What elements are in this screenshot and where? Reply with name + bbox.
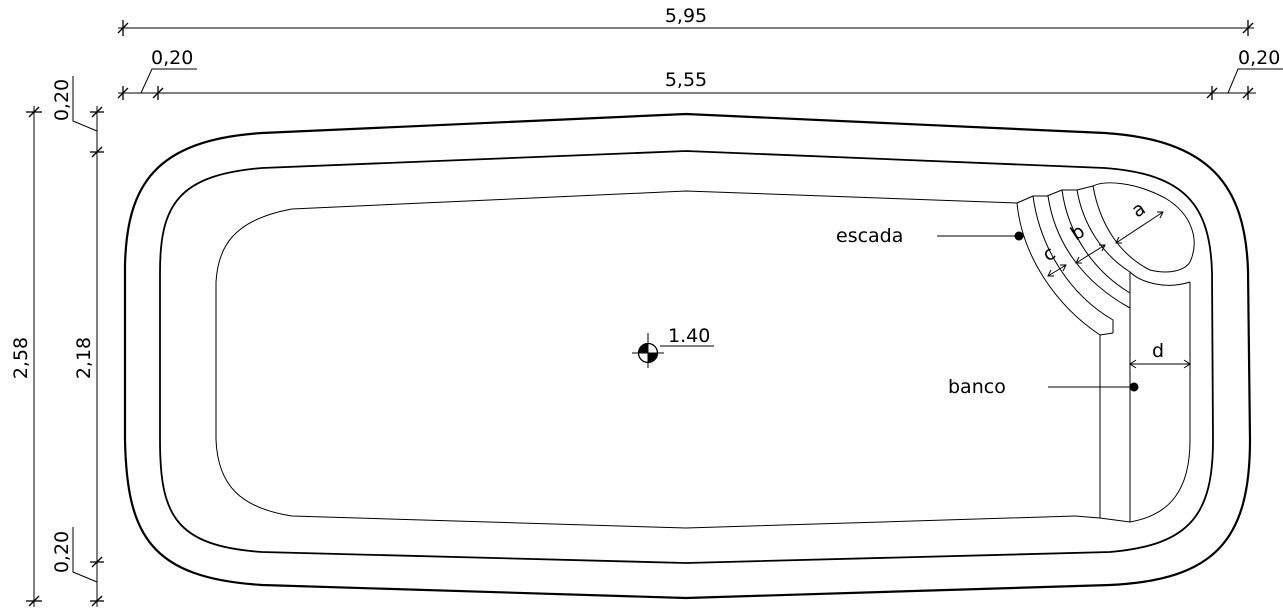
- measure-arrow-d: d: [1129, 340, 1191, 369]
- callout-stairs-label: escada: [836, 225, 903, 247]
- dimension-total-length: 5,95: [117, 5, 1254, 36]
- callout-stairs: escada: [836, 225, 1024, 247]
- pool-stairs: [1016, 182, 1195, 336]
- callout-bench: banco: [948, 376, 1139, 398]
- dimension-inner-length-label: 5,55: [665, 69, 707, 91]
- measure-arrow-b: b: [1067, 220, 1106, 264]
- dimension-bottom-rim: 0,20: [51, 527, 98, 583]
- dimension-inner-length: 5,55: [117, 69, 1256, 100]
- dimension-total-width-label: 2,58: [10, 337, 32, 379]
- pool-coping-edge: [159, 150, 1214, 564]
- pool-outer-rim: [123, 112, 1252, 600]
- dimension-inner-width: 2,18: [73, 106, 104, 607]
- measure-arrow-a: a: [1115, 197, 1164, 244]
- dimension-bottom-rim-label: 0,20: [51, 531, 73, 573]
- measure-label-a: a: [1128, 197, 1150, 222]
- dimension-right-rim-label: 0,20: [1238, 47, 1280, 69]
- pool-bench: [1074, 282, 1191, 523]
- depth-marker-label: 1.40: [668, 325, 710, 347]
- dimension-inner-width-label: 2,18: [73, 337, 95, 379]
- dimension-top-rim-label: 0,20: [51, 79, 73, 121]
- depth-marker: 1.40: [632, 325, 714, 368]
- dimension-left-rim-label: 0,20: [151, 47, 193, 69]
- dimension-total-width: 2,58: [10, 106, 42, 607]
- dimension-total-length-label: 5,95: [665, 5, 707, 27]
- callout-bench-label: banco: [948, 376, 1006, 398]
- measure-label-d: d: [1152, 340, 1164, 362]
- dimension-right-rim: 0,20: [1227, 47, 1283, 94]
- measure-label-b: b: [1067, 220, 1089, 245]
- dimension-top-rim: 0,20: [51, 76, 98, 132]
- dimension-left-rim: 0,20: [140, 47, 197, 94]
- pool-floor-outline: [215, 190, 1076, 529]
